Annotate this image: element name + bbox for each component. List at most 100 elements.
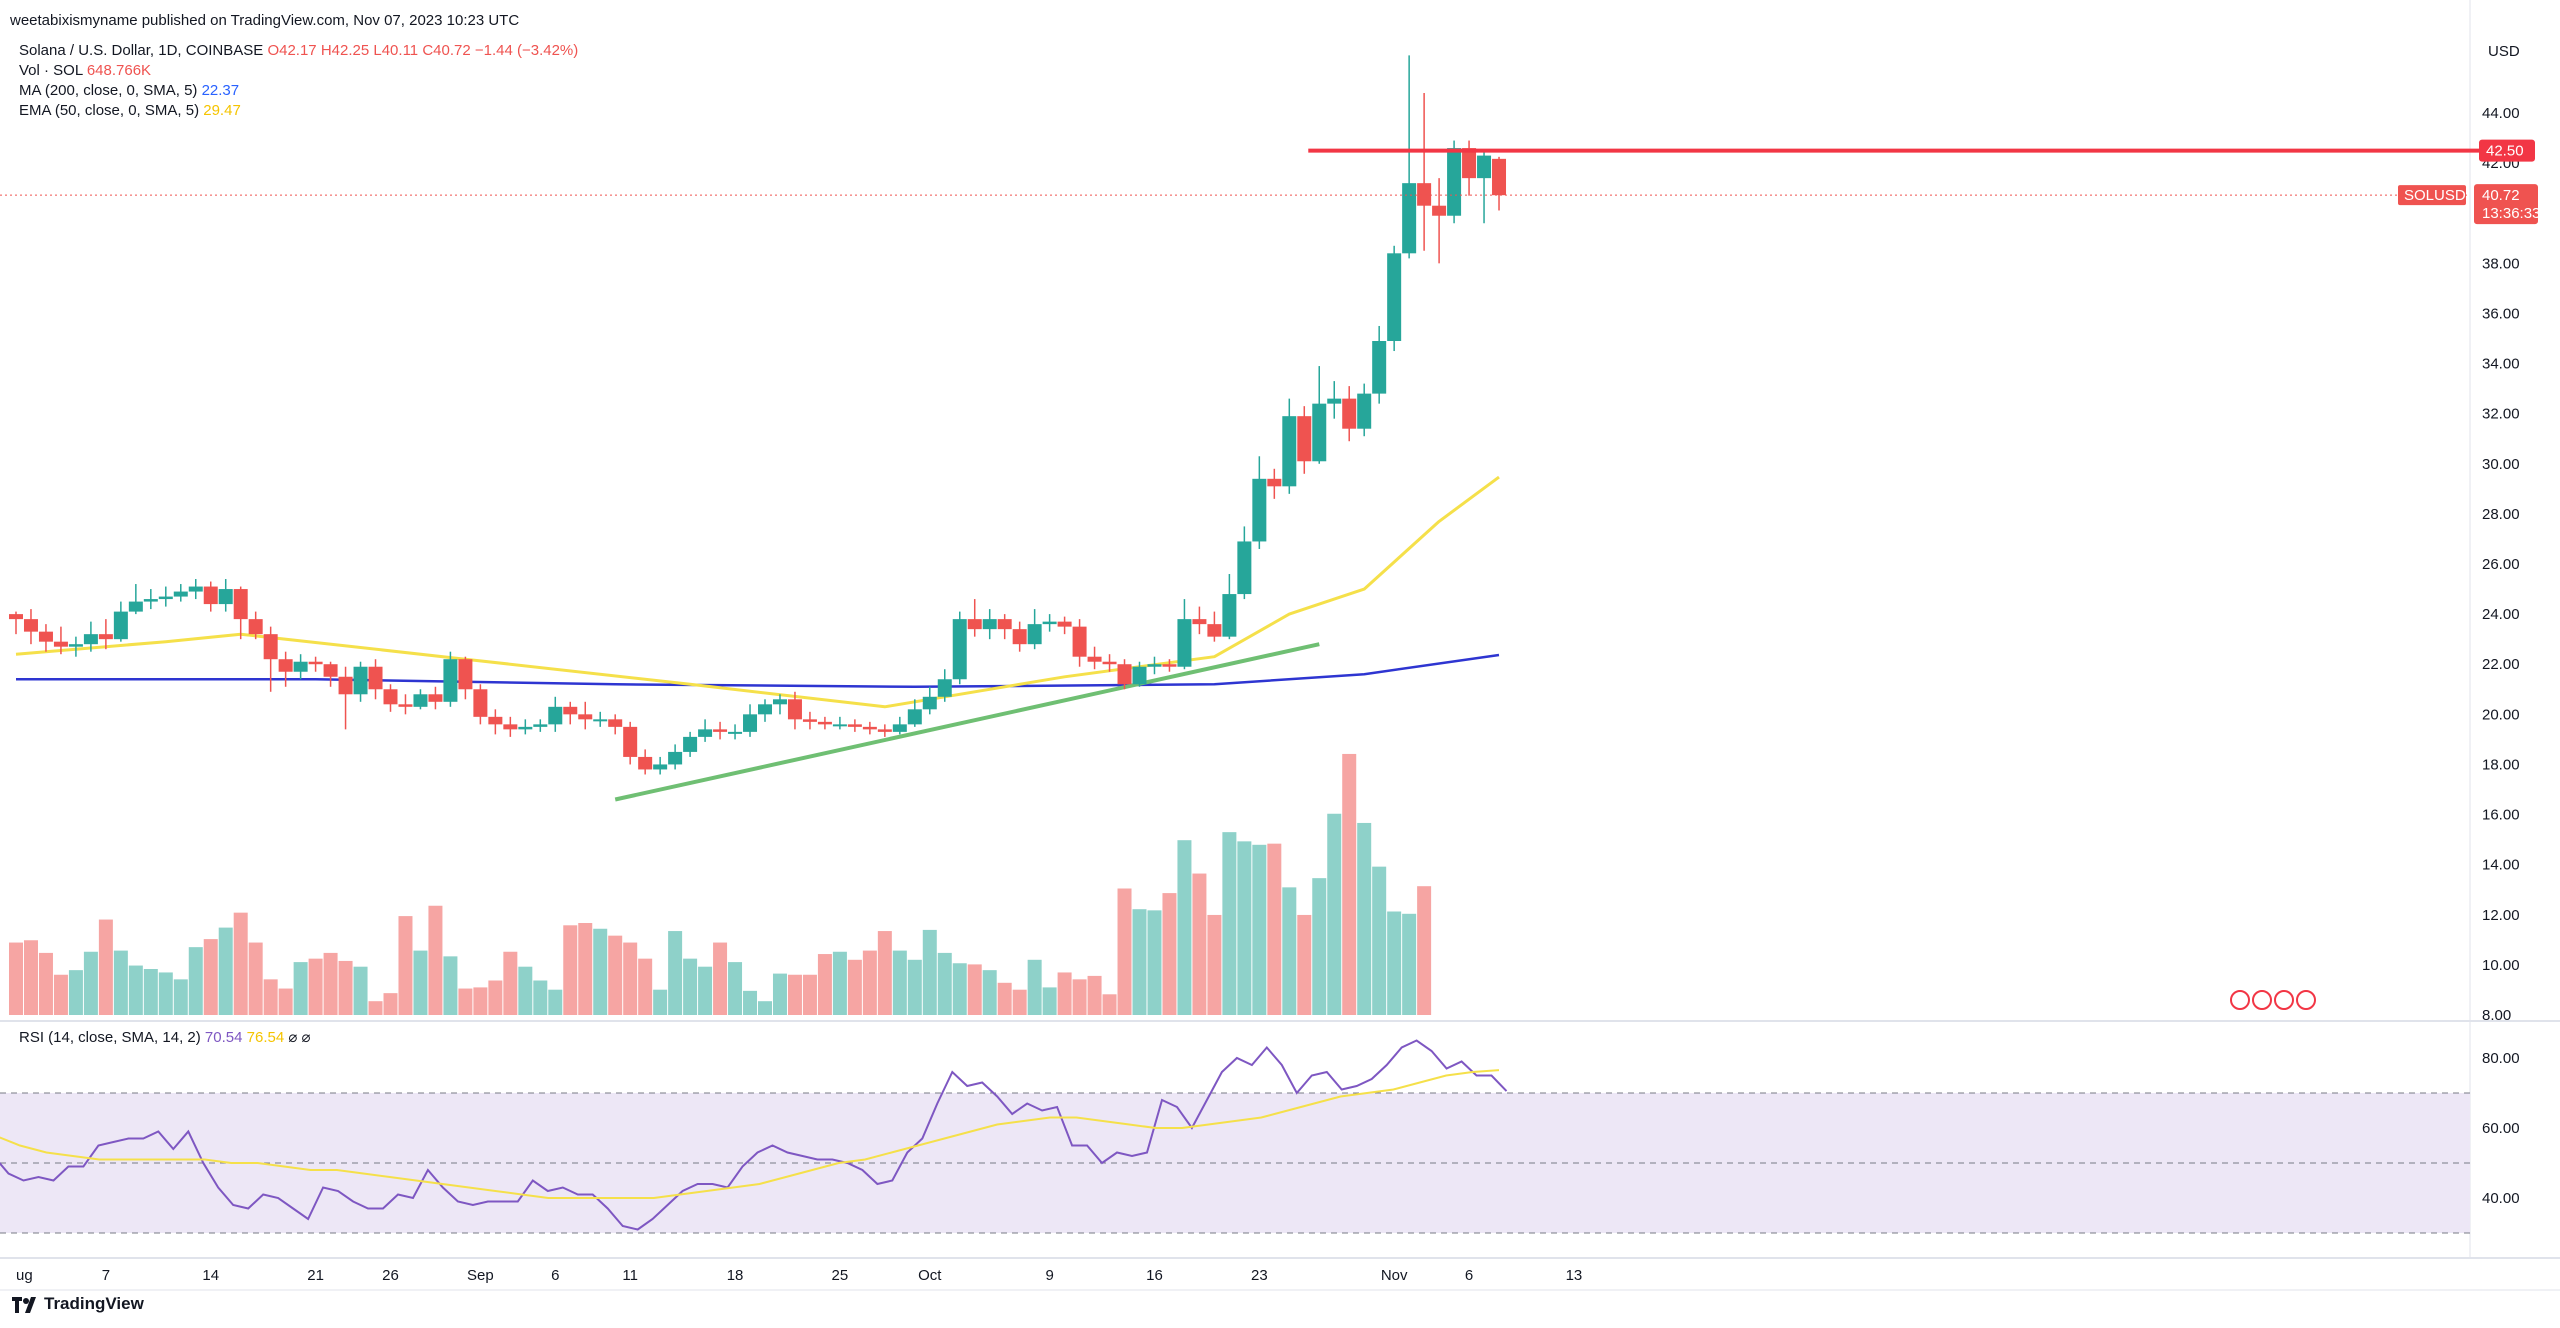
volume-bar bbox=[1057, 972, 1072, 1015]
time-axis-tick: 18 bbox=[727, 1267, 744, 1284]
tradingview-brand[interactable]: TradingView bbox=[12, 1294, 144, 1314]
rsi-label: RSI (14, close, SMA, 14, 2) bbox=[19, 1029, 201, 1046]
volume-bar bbox=[1042, 987, 1057, 1015]
candle-body bbox=[473, 689, 488, 717]
volume-bar bbox=[308, 958, 323, 1015]
time-axis-tick: 26 bbox=[382, 1267, 399, 1284]
ohlc-close: C40.72 bbox=[422, 42, 471, 59]
candle-body bbox=[1012, 629, 1027, 645]
time-axis-tick: 6 bbox=[1465, 1267, 1473, 1284]
volume-bar bbox=[832, 951, 847, 1015]
ema-value: 29.47 bbox=[203, 102, 241, 119]
volume-bar bbox=[1327, 813, 1342, 1015]
price-axis-tick: 22.00 bbox=[2482, 656, 2520, 673]
candle-body bbox=[743, 714, 758, 732]
price-axis-tick: 24.00 bbox=[2482, 606, 2520, 623]
candle-body bbox=[233, 589, 248, 620]
candle-body bbox=[1357, 393, 1372, 429]
volume-bar bbox=[758, 1001, 772, 1015]
candle-body bbox=[653, 764, 668, 770]
volume-bar bbox=[113, 950, 128, 1015]
candle-body bbox=[1492, 158, 1507, 196]
candle-body bbox=[548, 706, 563, 725]
rsi-axis-tick: 80.00 bbox=[2482, 1050, 2520, 1067]
symbol-title[interactable]: Solana / U.S. Dollar, 1D, COINBASE bbox=[19, 42, 264, 59]
time-axis-tick: Oct bbox=[918, 1267, 942, 1284]
rsi-legend[interactable]: RSI (14, close, SMA, 14, 2) 70.54 76.54 … bbox=[19, 1028, 311, 1048]
price-axis-tick: 14.00 bbox=[2482, 857, 2520, 874]
rsi-ma-line bbox=[0, 1069, 1500, 1199]
rsi-settings-icon[interactable]: ⌀ ⌀ bbox=[288, 1029, 311, 1046]
volume-bar bbox=[323, 952, 338, 1015]
candle-body bbox=[38, 631, 53, 642]
time-axis-tick: 13 bbox=[1566, 1267, 1583, 1284]
price-axis-tick: 44.00 bbox=[2482, 105, 2520, 122]
volume-bar bbox=[1297, 914, 1312, 1015]
volume-legend[interactable]: Vol · SOL 648.766K bbox=[19, 61, 151, 81]
volume-bar bbox=[488, 980, 503, 1015]
candle-body bbox=[1432, 205, 1447, 216]
resistance-tag bbox=[2479, 139, 2535, 162]
volume-bar bbox=[1357, 822, 1372, 1015]
volume-bar bbox=[158, 972, 173, 1015]
candle-body bbox=[83, 634, 98, 645]
candle-body bbox=[1087, 656, 1102, 662]
price-axis-tick: 18.00 bbox=[2482, 756, 2520, 773]
price-axis-tick: 10.00 bbox=[2482, 957, 2520, 974]
candle-body bbox=[668, 751, 683, 765]
price-axis-tick: 26.00 bbox=[2482, 556, 2520, 573]
candle-body bbox=[1312, 403, 1327, 462]
rsi-axis-tick: 60.00 bbox=[2482, 1120, 2520, 1137]
volume-bar bbox=[802, 974, 817, 1015]
volume-bar bbox=[263, 979, 278, 1015]
volume-bar bbox=[668, 931, 683, 1015]
volume-bar bbox=[368, 1001, 383, 1015]
price-axis-tick: 16.00 bbox=[2482, 807, 2520, 824]
volume-bar bbox=[982, 970, 997, 1015]
time-axis-tick: 6 bbox=[551, 1267, 559, 1284]
candle-body bbox=[608, 719, 623, 727]
ema-legend[interactable]: EMA (50, close, 0, SMA, 5) 29.47 bbox=[19, 101, 241, 121]
candle-body bbox=[862, 726, 877, 730]
candle-body bbox=[787, 699, 802, 720]
ohlc-open: O42.17 bbox=[267, 42, 317, 59]
ma-legend[interactable]: MA (200, close, 0, SMA, 5) 22.37 bbox=[19, 81, 239, 101]
candle-body bbox=[263, 634, 278, 660]
volume-bar bbox=[293, 962, 308, 1015]
candle-body bbox=[503, 724, 518, 730]
ma-label: MA (200, close, 0, SMA, 5) bbox=[19, 82, 198, 99]
candle-body bbox=[1372, 341, 1387, 394]
volume-bar bbox=[877, 931, 892, 1015]
candle-body bbox=[1222, 594, 1237, 637]
volume-bar bbox=[38, 952, 53, 1015]
candle-body bbox=[952, 619, 967, 680]
candle-body bbox=[1402, 183, 1417, 254]
volume-bar bbox=[847, 959, 862, 1015]
candle-body bbox=[488, 716, 503, 725]
volume-bar bbox=[1027, 959, 1042, 1015]
volume-bar bbox=[638, 958, 653, 1015]
countdown-label: 13:36:33 bbox=[2482, 205, 2540, 222]
volume-label: Vol · SOL bbox=[19, 62, 83, 79]
ohlc-high: H42.25 bbox=[320, 42, 370, 59]
candle-body bbox=[383, 689, 398, 705]
volume-bar bbox=[1192, 873, 1207, 1015]
candle-body bbox=[877, 729, 892, 732]
candle-body bbox=[248, 619, 263, 635]
candle-body bbox=[578, 714, 593, 720]
volume-bar bbox=[698, 966, 713, 1015]
candle-body bbox=[638, 756, 653, 770]
candle-body bbox=[1042, 621, 1057, 625]
price-axis-tick: 38.00 bbox=[2482, 255, 2520, 272]
candle-body bbox=[832, 724, 847, 727]
volume-bar bbox=[458, 988, 473, 1015]
candle-body bbox=[1192, 619, 1207, 625]
candle-body bbox=[278, 659, 293, 672]
volume-bar bbox=[1372, 866, 1387, 1015]
candle-body bbox=[1477, 155, 1492, 179]
candle-body bbox=[967, 619, 982, 630]
volume-bar bbox=[1402, 913, 1417, 1015]
price-axis-tick: 36.00 bbox=[2482, 305, 2520, 322]
flag-event-icon bbox=[2274, 990, 2294, 1010]
